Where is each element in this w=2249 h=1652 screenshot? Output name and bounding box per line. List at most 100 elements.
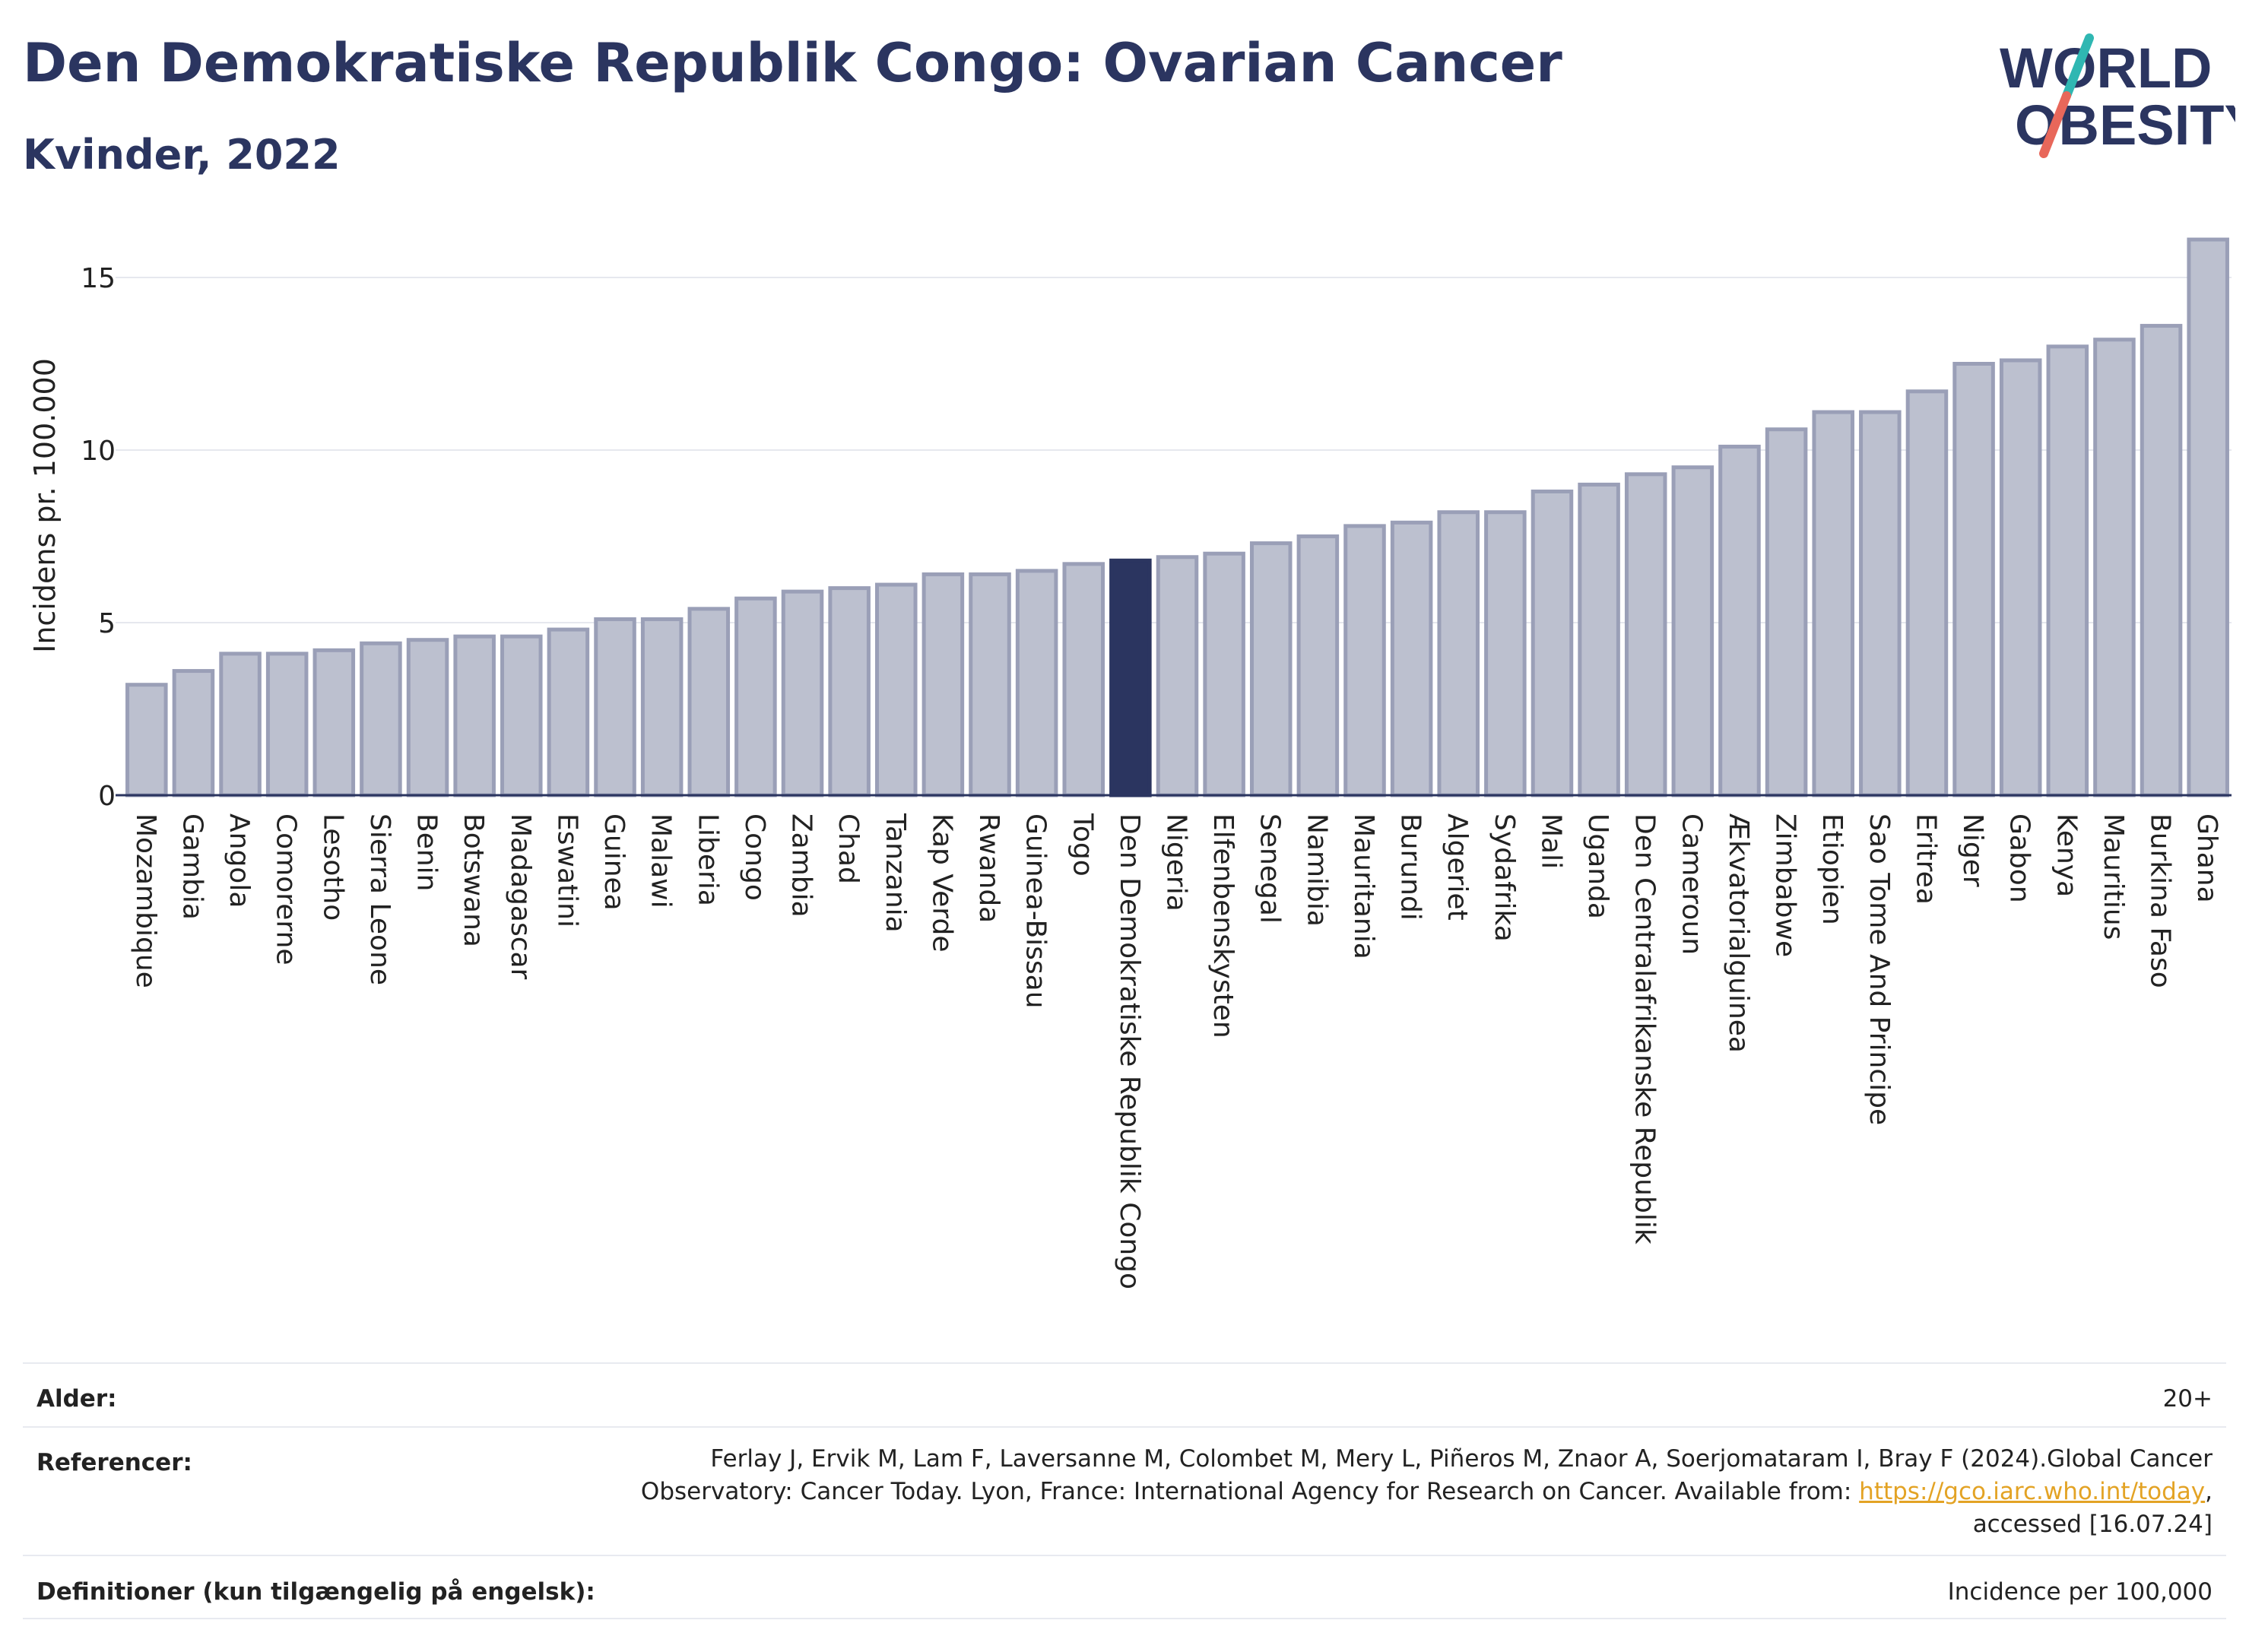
x-tick-label: Botswana bbox=[458, 813, 489, 947]
page-title: Den Demokratiske Republik Congo: Ovarian… bbox=[23, 32, 1562, 94]
bar[interactable] bbox=[1156, 555, 1199, 797]
x-tick-label: Den Demokratiske Republik Congo bbox=[1114, 813, 1145, 1289]
y-axis-label: Incidens pr. 100.000 bbox=[28, 358, 62, 653]
page-subtitle: Kvinder, 2022 bbox=[23, 131, 341, 179]
bar[interactable] bbox=[265, 652, 309, 797]
age-value: 20+ bbox=[2162, 1385, 2213, 1413]
x-tick-label: Gabon bbox=[2004, 813, 2035, 903]
x-tick-label: Sierra Leone bbox=[364, 813, 395, 985]
bar[interactable] bbox=[1249, 541, 1293, 797]
bar[interactable] bbox=[1812, 410, 1854, 797]
x-tick-label: Uganda bbox=[1582, 813, 1613, 919]
x-tick-label: Zimbabwe bbox=[1770, 813, 1801, 957]
bar[interactable] bbox=[547, 627, 590, 797]
x-tick-label: Algeriet bbox=[1442, 813, 1473, 921]
bar[interactable] bbox=[125, 683, 168, 797]
bar[interactable] bbox=[1859, 410, 1902, 797]
bar[interactable] bbox=[1437, 510, 1480, 797]
bar[interactable] bbox=[2187, 237, 2229, 797]
bar[interactable] bbox=[1905, 389, 1949, 797]
bar[interactable] bbox=[2093, 338, 2136, 797]
x-tick-label: Lesotho bbox=[317, 813, 348, 921]
x-tick-label: Mauritius bbox=[2098, 813, 2129, 940]
bar[interactable] bbox=[2140, 324, 2183, 797]
bar[interactable] bbox=[219, 652, 262, 797]
x-tick-label: Kap Verde bbox=[926, 813, 957, 952]
bar[interactable] bbox=[1015, 569, 1058, 797]
axis-layer: 0 5 10 15 bbox=[81, 263, 2232, 812]
x-tick-label: Benin bbox=[411, 813, 443, 891]
x-tick-label: Nigeria bbox=[1161, 813, 1192, 912]
logo-slash-red-icon bbox=[2039, 91, 2071, 158]
bar[interactable] bbox=[1624, 472, 1667, 797]
x-tick-label: Burkina Faso bbox=[2145, 813, 2176, 988]
definitions-label: Definitioner (kun tilgængelig på engelsk… bbox=[36, 1578, 595, 1606]
x-tick-label: Guinea bbox=[598, 813, 630, 911]
references-value: Ferlay J, Ervik M, Lam F, Laversanne M, … bbox=[616, 1443, 2213, 1541]
x-tick-label: Comorerne bbox=[271, 813, 302, 966]
x-tick-label: Eswatini bbox=[551, 813, 582, 927]
bar-chart: 0 5 10 15 Mozambique Gambia Angola Comorerne Le… bbox=[28, 237, 2232, 1289]
bar[interactable] bbox=[1343, 524, 1386, 797]
bar[interactable] bbox=[1578, 482, 1620, 797]
bar[interactable] bbox=[1671, 465, 1715, 797]
bar[interactable] bbox=[172, 669, 215, 797]
bar[interactable] bbox=[1203, 551, 1245, 797]
bar[interactable] bbox=[1952, 362, 1995, 797]
bar[interactable] bbox=[1999, 358, 2042, 797]
bar[interactable] bbox=[781, 589, 824, 797]
bar[interactable] bbox=[312, 648, 356, 797]
bar[interactable] bbox=[1390, 520, 1433, 797]
bar[interactable] bbox=[453, 634, 496, 797]
x-tick-label: Rwanda bbox=[973, 813, 1004, 923]
bar[interactable] bbox=[1531, 489, 1574, 797]
references-text: Ferlay J, Ervik M, Lam F, Laversanne M, … bbox=[640, 1445, 2213, 1505]
x-tick-label: Mozambique bbox=[130, 813, 161, 988]
x-tick-label: Liberia bbox=[692, 813, 723, 906]
bar[interactable] bbox=[2046, 344, 2089, 797]
x-tick-label: Ækvatorialguinea bbox=[1723, 813, 1754, 1053]
x-tick-label: Mauritania bbox=[1348, 813, 1379, 959]
bar[interactable] bbox=[640, 617, 684, 797]
bar[interactable] bbox=[921, 572, 965, 797]
y-tick-label: 15 bbox=[81, 263, 116, 294]
divider bbox=[23, 1618, 2226, 1619]
references-label: Referencer: bbox=[36, 1449, 192, 1476]
bar[interactable] bbox=[1062, 562, 1105, 797]
bar[interactable] bbox=[969, 572, 1011, 797]
y-tick-label: 0 bbox=[98, 781, 116, 812]
bar[interactable] bbox=[687, 607, 731, 797]
bar[interactable] bbox=[1296, 534, 1340, 797]
bar[interactable] bbox=[594, 617, 636, 797]
bar[interactable] bbox=[406, 638, 449, 797]
bar[interactable] bbox=[828, 586, 871, 797]
bar[interactable] bbox=[360, 641, 402, 797]
bar[interactable] bbox=[734, 596, 777, 797]
bar[interactable] bbox=[1718, 444, 1761, 797]
x-tick-label: Togo bbox=[1067, 813, 1098, 877]
x-tick-label: Niger bbox=[1957, 813, 1988, 887]
x-tick-label: Mali bbox=[1535, 813, 1566, 869]
bar[interactable] bbox=[1765, 427, 1808, 797]
logo-line-1: WORLD bbox=[2000, 36, 2213, 100]
x-tick-label: Sao Tome And Principe bbox=[1864, 813, 1895, 1125]
bar[interactable] bbox=[1484, 510, 1527, 797]
x-tick-label: Den Centralafrikanske Republik bbox=[1629, 813, 1661, 1245]
bar[interactable] bbox=[875, 582, 918, 797]
references-accessed: , accessed [16.07.24] bbox=[1972, 1478, 2213, 1538]
x-tick-label: Burundi bbox=[1395, 813, 1426, 921]
references-link[interactable]: https://gco.iarc.who.int/today bbox=[1859, 1478, 2206, 1505]
x-tick-label: Guinea-Bissau bbox=[1020, 813, 1052, 1009]
bar[interactable] bbox=[500, 634, 543, 797]
age-label: Alder: bbox=[36, 1385, 117, 1413]
y-tick-label: 5 bbox=[98, 608, 116, 639]
bar[interactable] bbox=[1109, 558, 1152, 797]
x-tick-label: Congo bbox=[739, 813, 770, 901]
x-tick-label: Eritrea bbox=[1910, 813, 1941, 905]
divider bbox=[23, 1426, 2226, 1428]
labels-layer: Mozambique Gambia Angola Comorerne Lesotho Si… bbox=[130, 813, 2222, 1289]
x-tick-label: Gambia bbox=[176, 813, 208, 920]
x-tick-label: Sydafrika bbox=[1489, 813, 1520, 942]
x-tick-label: Senegal bbox=[1255, 813, 1286, 924]
x-tick-label: Zambia bbox=[786, 813, 817, 918]
